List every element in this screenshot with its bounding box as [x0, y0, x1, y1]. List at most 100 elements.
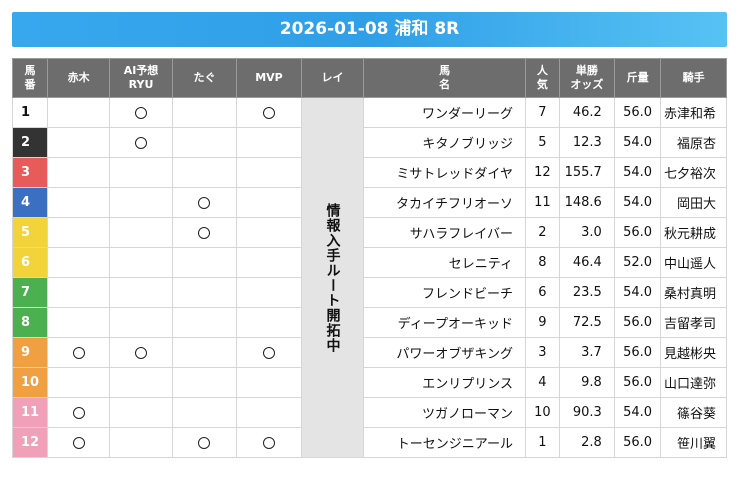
jockey: 桑村真明 — [660, 277, 727, 308]
win-odds: 12.3 — [558, 127, 615, 158]
tagu-cell — [171, 127, 238, 158]
jockey: 篠谷葵 — [660, 397, 727, 428]
jockey: 吉留孝司 — [660, 307, 727, 338]
horse-name: ツガノローマン — [363, 397, 526, 428]
mvp-cell — [236, 127, 302, 158]
akagi-cell — [46, 427, 111, 458]
jockey: 中山遥人 — [660, 247, 727, 278]
table-body: 1 情報入手ルート開拓中 ワンダーリーグ 7 46.2 56.0 赤津和希 2 キタノブリッジ 5… — [12, 97, 727, 458]
header-jockey: 騎手 — [660, 58, 727, 98]
win-odds: 3.0 — [558, 217, 615, 248]
win-odds: 72.5 — [558, 307, 615, 338]
race-card: 2026-01-08 浦和 8R 馬番 赤木 AI予想 RYU たぐ MVP レイ… — [12, 12, 727, 458]
horse-name: フレンドビーチ — [363, 277, 526, 308]
ai-cell — [109, 157, 173, 188]
tagu-cell — [171, 247, 238, 278]
mvp-cell — [236, 397, 302, 428]
table-row: 6 セレニティ 8 46.4 52.0 中山遥人 — [12, 247, 727, 278]
weight: 56.0 — [613, 337, 662, 368]
akagi-cell — [46, 337, 111, 368]
akagi-cell — [46, 277, 111, 308]
table-row: 3 ミサトレッドダイヤ 12 155.7 54.0 七夕裕次 — [12, 157, 727, 188]
mvp-cell — [236, 367, 302, 398]
weight: 54.0 — [613, 157, 662, 188]
horse-name: ミサトレッドダイヤ — [363, 157, 526, 188]
header-weight: 斤量 — [613, 58, 662, 98]
header-row: 馬番 赤木 AI予想 RYU たぐ MVP レイ 馬名 人気 単勝 オッズ 斤量 騎… — [12, 58, 727, 98]
tagu-cell — [171, 277, 238, 308]
circle-mark-icon — [72, 346, 85, 359]
jockey: 福原杏 — [660, 127, 727, 158]
weight: 54.0 — [613, 187, 662, 218]
tagu-cell — [171, 337, 238, 368]
mvp-cell — [236, 247, 302, 278]
akagi-cell — [46, 97, 111, 128]
popularity: 2 — [524, 217, 560, 248]
popularity: 6 — [524, 277, 560, 308]
ai-cell — [109, 97, 173, 128]
popularity: 9 — [524, 307, 560, 338]
ai-cell — [109, 307, 173, 338]
horse-name: サハラフレイバー — [363, 217, 526, 248]
ai-cell — [109, 427, 173, 458]
popularity: 4 — [524, 367, 560, 398]
rei-cell: 情報入手ルート開拓中 — [300, 97, 365, 458]
akagi-cell — [46, 187, 111, 218]
circle-mark-icon — [135, 106, 148, 119]
horse-number: 1 — [12, 97, 48, 128]
ai-cell — [109, 247, 173, 278]
table-row: 1 情報入手ルート開拓中 ワンダーリーグ 7 46.2 56.0 赤津和希 — [12, 97, 727, 458]
rei-status-text: 情報入手ルート開拓中 — [324, 202, 341, 353]
tagu-cell — [171, 217, 238, 248]
horse-name: パワーオブザキング — [363, 337, 526, 368]
jockey: 七夕裕次 — [660, 157, 727, 188]
header-pop: 人気 — [524, 58, 560, 98]
horse-number: 6 — [12, 247, 48, 278]
table-row: 4 タカイチフリオーソ 11 148.6 54.0 岡田大 — [12, 187, 727, 218]
horse-number: 8 — [12, 307, 48, 338]
win-odds: 2.8 — [558, 427, 615, 458]
win-odds: 9.8 — [558, 367, 615, 398]
ai-cell — [109, 127, 173, 158]
jockey: 赤津和希 — [660, 97, 727, 128]
ai-cell — [109, 187, 173, 218]
horse-number: 12 — [12, 427, 48, 458]
table-row: 9 パワーオブザキング 3 3.7 56.0 見越彬央 — [12, 337, 727, 368]
jockey: 岡田大 — [660, 187, 727, 218]
win-odds: 46.4 — [558, 247, 615, 278]
jockey: 笹川翼 — [660, 427, 727, 458]
horse-number: 3 — [12, 157, 48, 188]
horse-number: 9 — [12, 337, 48, 368]
header-ai: AI予想 RYU — [109, 58, 173, 98]
tagu-cell — [171, 187, 238, 218]
header-akagi: 赤木 — [46, 58, 111, 98]
horse-number: 2 — [12, 127, 48, 158]
header-rei: レイ — [300, 58, 365, 98]
win-odds: 23.5 — [558, 277, 615, 308]
popularity: 11 — [524, 187, 560, 218]
circle-mark-icon — [262, 106, 275, 119]
circle-mark-icon — [198, 196, 211, 209]
weight: 56.0 — [613, 97, 662, 128]
header-tagu: たぐ — [171, 58, 238, 98]
horse-number: 7 — [12, 277, 48, 308]
weight: 56.0 — [613, 427, 662, 458]
win-odds: 3.7 — [558, 337, 615, 368]
horse-name: ワンダーリーグ — [363, 97, 526, 128]
circle-mark-icon — [262, 346, 275, 359]
mvp-cell — [236, 427, 302, 458]
horse-number: 5 — [12, 217, 48, 248]
race-table: 馬番 赤木 AI予想 RYU たぐ MVP レイ 馬名 人気 単勝 オッズ 斤量 騎… — [12, 58, 727, 458]
horse-number: 4 — [12, 187, 48, 218]
akagi-cell — [46, 247, 111, 278]
mvp-cell — [236, 157, 302, 188]
circle-mark-icon — [135, 136, 148, 149]
win-odds: 90.3 — [558, 397, 615, 428]
win-odds: 148.6 — [558, 187, 615, 218]
table-row: 10 エンリプリンス 4 9.8 56.0 山口達弥 — [12, 367, 727, 398]
ai-cell — [109, 277, 173, 308]
circle-mark-icon — [135, 346, 148, 359]
win-odds: 46.2 — [558, 97, 615, 128]
circle-mark-icon — [198, 436, 211, 449]
horse-number: 10 — [12, 367, 48, 398]
